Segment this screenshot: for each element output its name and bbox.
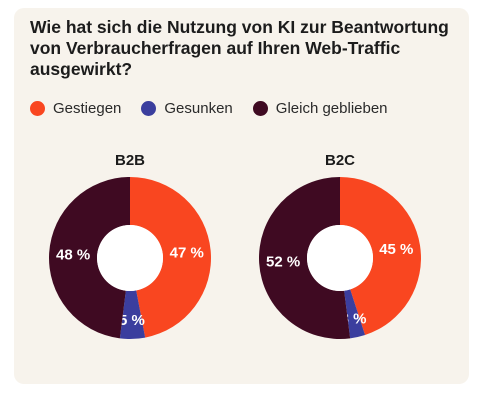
chart-title-b2b: B2B (115, 152, 145, 169)
chart-title-b2c: B2C (325, 152, 355, 169)
legend-swatch-gestiegen (30, 100, 45, 116)
donut-slice-b2b-gesunken (119, 290, 146, 339)
slice-label-b2b-gesunken: 5 % (119, 312, 145, 329)
donut-hole-b2b (97, 225, 163, 291)
legend-swatch-gesunken (141, 100, 157, 116)
donut-b2b: 47 % 5 % 48 % (48, 177, 211, 339)
legend-swatch-gleich (252, 100, 268, 116)
donut-slice-b2b-gestiegen (130, 177, 211, 338)
legend-label-gleich: Gleich geblieben (275, 99, 388, 117)
donut-slice-b2c-gestiegen (340, 177, 422, 336)
legend: Gestiegen Gesunken Gleich geblieben (30, 98, 388, 118)
legend-item-gesunken: Gesunken (141, 99, 233, 117)
chart-title: Wie hat sich die Nutzung von KI zur Bean… (30, 17, 449, 79)
slice-label-b2c-gestiegen: 45 % (379, 241, 413, 258)
donut-slice-b2b-gleich-geblieben (48, 177, 130, 339)
donut-hole-b2c (307, 225, 373, 291)
legend-label-gesunken: Gesunken (164, 99, 233, 117)
donut-slice-b2c-gleich-geblieben (259, 176, 351, 339)
legend-label-gestiegen: Gestiegen (53, 99, 122, 117)
legend-item-gleich: Gleich geblieben (252, 99, 388, 117)
legend-item-gestiegen: Gestiegen (30, 100, 121, 117)
donut-slice-b2c-gesunken (344, 289, 366, 339)
slice-label-b2c-gleich-geblieben: 52 % (266, 254, 300, 271)
donut-b2c: 45 %3 %52 % (259, 176, 422, 339)
slice-label-b2b-gestiegen: 47 % (170, 245, 204, 262)
slice-label-b2b-gleich-geblieben: 48 % (56, 246, 90, 263)
